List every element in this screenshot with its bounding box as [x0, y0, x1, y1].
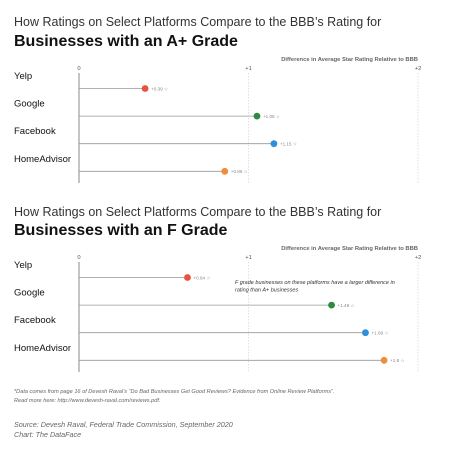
lollipop-dot-homeadvisor [221, 167, 229, 175]
chart2-title-light: How Ratings on Select Platforms Compare … [14, 205, 382, 219]
chart-annotation: F grade businesses on these platforms ha… [235, 280, 395, 286]
lollipop-dot-google [253, 112, 261, 120]
category-label-google: Google [14, 99, 45, 110]
footnote-line-2: Read more here: http://www.devesh-raval.… [14, 397, 161, 404]
tick-label: 0 [77, 255, 80, 261]
x-axis-label: Difference in Average Star Rating Relati… [281, 246, 418, 252]
value-label: +1.15 ☆ [280, 142, 298, 147]
tick-label: +2 [415, 255, 422, 261]
source-line: Source: Devesh Raval, Federal Trade Comm… [14, 420, 233, 429]
category-label-yelp: Yelp [14, 71, 32, 82]
lollipop-dot-homeadvisor [380, 356, 388, 364]
category-label-yelp: Yelp [14, 260, 32, 271]
footnote-line-1: *Data comes from page 16 of Devesh Raval… [14, 389, 335, 395]
chart-credit: Chart: The DataFace [14, 429, 82, 439]
category-label-homeadvisor: HomeAdvisor [14, 343, 71, 354]
chart1-title-light: How Ratings on Select Platforms Compare … [14, 15, 382, 29]
chart1-lollipop-plot: Difference in Average Star Rating Relati… [14, 57, 422, 183]
category-label-homeadvisor: HomeAdvisor [14, 154, 71, 165]
x-axis-label: Difference in Average Star Rating Relati… [281, 57, 418, 63]
value-label: +1.49 ☆ [338, 303, 356, 308]
lollipop-dot-google [328, 301, 335, 309]
chart1-title: Businesses with an A+ Grade [14, 33, 238, 50]
lollipop-dot-facebook [362, 329, 369, 337]
chart2-lollipop-plot: Difference in Average Star Rating Relati… [14, 246, 422, 372]
chart-annotation: rating than A+ businesses [235, 288, 298, 294]
value-label: +0.86 ☆ [231, 169, 249, 174]
value-label: +1.05 ☆ [263, 114, 281, 119]
category-label-facebook: Facebook [14, 126, 56, 137]
value-label: +1.8 ☆ [390, 358, 405, 363]
tick-label: 0 [77, 66, 80, 72]
category-label-google: Google [14, 288, 45, 299]
value-label: +0.39 ☆ [151, 86, 169, 91]
value-label: +0.64 ☆ [193, 275, 211, 280]
source-block: Source: Devesh Raval, Federal Trade Comm… [14, 420, 233, 439]
category-label-facebook: Facebook [14, 315, 56, 326]
footnote: *Data comes from page 16 of Devesh Raval… [14, 388, 334, 405]
lollipop-dot-yelp [141, 85, 149, 92]
tick-label: +1 [245, 255, 252, 261]
lollipop-dot-facebook [270, 140, 278, 148]
value-label: +1.69 ☆ [371, 331, 389, 336]
tick-label: +2 [415, 66, 422, 72]
chart2-title: Businesses with an F Grade [14, 222, 228, 239]
tick-label: +1 [245, 66, 252, 72]
lollipop-dot-yelp [184, 274, 191, 281]
